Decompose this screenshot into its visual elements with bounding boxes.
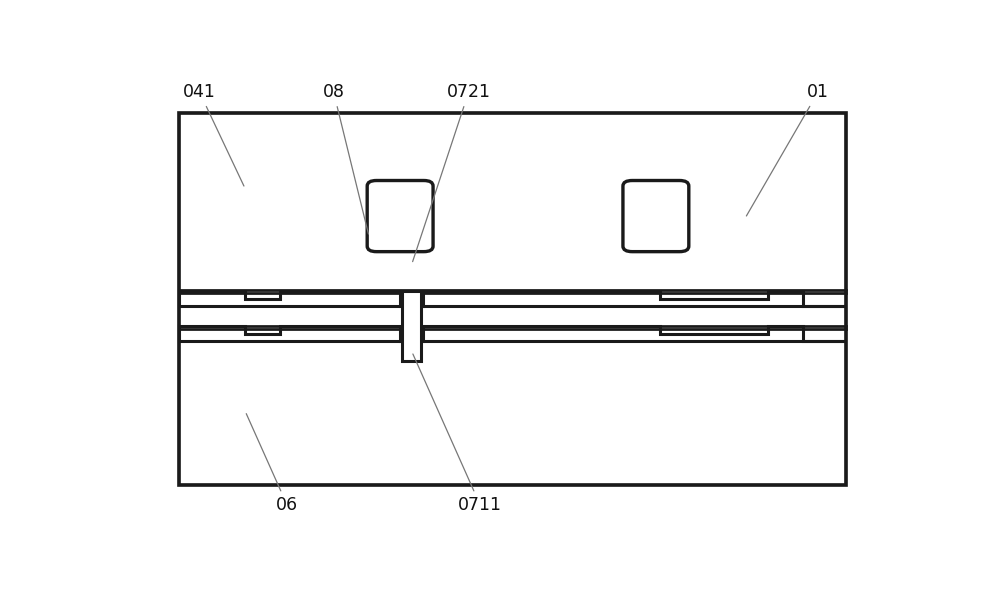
Text: 0721: 0721 bbox=[413, 83, 491, 262]
Text: 06: 06 bbox=[246, 414, 298, 514]
Polygon shape bbox=[179, 326, 846, 342]
Text: 08: 08 bbox=[323, 83, 368, 234]
Text: 0711: 0711 bbox=[413, 354, 502, 514]
Bar bbox=[179, 113, 846, 485]
Text: 041: 041 bbox=[183, 83, 244, 186]
Text: 01: 01 bbox=[746, 83, 829, 216]
FancyBboxPatch shape bbox=[367, 181, 433, 252]
Bar bbox=[402, 291, 421, 361]
FancyBboxPatch shape bbox=[623, 181, 689, 252]
Polygon shape bbox=[179, 291, 846, 306]
